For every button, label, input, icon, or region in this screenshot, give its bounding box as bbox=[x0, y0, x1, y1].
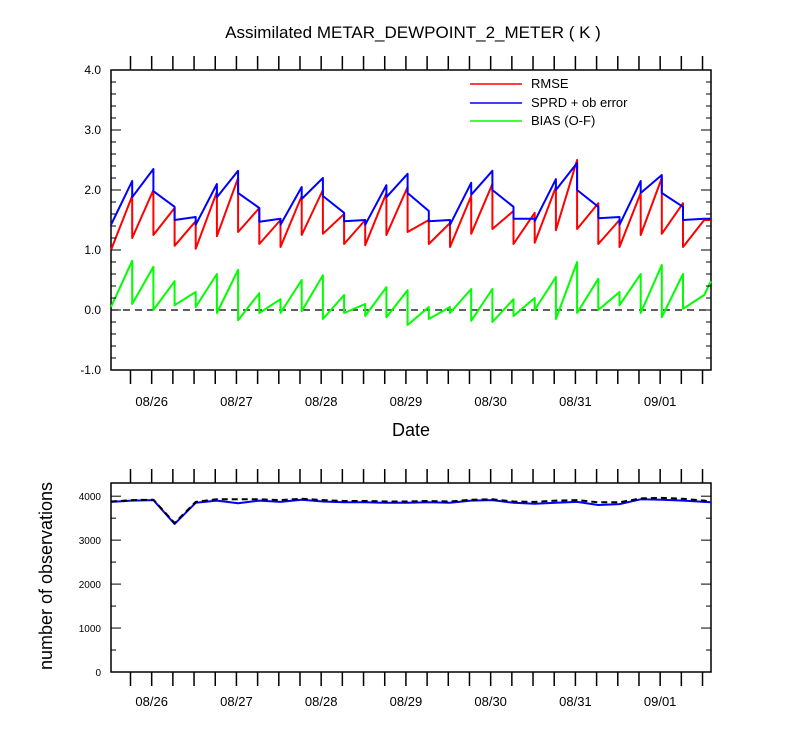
top-y-tick-label: 2.0 bbox=[84, 183, 101, 197]
top-y-tick-label: 0.0 bbox=[84, 303, 101, 317]
top-y-tick-label: 4.0 bbox=[84, 63, 101, 77]
top-x-tick-label: 08/28 bbox=[305, 394, 338, 409]
legend-label-bias: BIAS (O-F) bbox=[531, 113, 595, 128]
legend-label-rmse: RMSE bbox=[531, 76, 569, 91]
top-y-tick-label: 1.0 bbox=[84, 243, 101, 257]
bottom-chart: 0 1000 2000 3000 4000 08/26 08/27 08/28 08/29 08/… bbox=[79, 469, 712, 709]
bottom-y-tick-label: 1000 bbox=[79, 624, 102, 635]
bottom-plot-frame bbox=[110, 482, 712, 673]
top-x-tick-label: 08/29 bbox=[390, 394, 423, 409]
bottom-series-line-1 bbox=[110, 496, 712, 524]
top-x-tick-label: 08/31 bbox=[559, 394, 592, 409]
bottom-series-line-0 bbox=[110, 498, 712, 525]
top-y-tick-label: 3.0 bbox=[84, 123, 101, 137]
bottom-y-tick-label: 3000 bbox=[79, 536, 102, 547]
top-chart: -1.0 0.0 1.0 2.0 3.0 4.0 08/26 08/27 08/28 08/29 0… bbox=[80, 56, 712, 409]
bottom-x-tick-label: 08/29 bbox=[390, 694, 423, 709]
bottom-x-tick-label: 08/28 bbox=[305, 694, 338, 709]
y-axis-label-observations: number of observations bbox=[36, 482, 56, 670]
bottom-x-tick-label: 08/26 bbox=[135, 694, 168, 709]
top-series-rmse bbox=[110, 159, 711, 251]
top-x-tick-label: 09/01 bbox=[644, 394, 677, 409]
top-x-tick-label: 08/26 bbox=[135, 394, 168, 409]
x-axis-label: Date bbox=[392, 420, 430, 440]
bottom-x-tick-label: 08/30 bbox=[474, 694, 507, 709]
bottom-x-tick-label: 08/31 bbox=[559, 694, 592, 709]
bottom-y-tick-label: 0 bbox=[95, 668, 101, 679]
top-x-tick-label: 08/30 bbox=[474, 394, 507, 409]
top-x-tick-label: 08/27 bbox=[220, 394, 253, 409]
top-y-tick-label: -1.0 bbox=[80, 363, 101, 377]
bottom-y-tick-label: 2000 bbox=[79, 580, 102, 591]
legend: RMSE SPRD + ob error BIAS (O-F) bbox=[470, 76, 628, 128]
top-series-bias-o-f bbox=[110, 259, 712, 326]
bottom-x-tick-label: 08/27 bbox=[220, 694, 253, 709]
top-series-sprd-ob-error bbox=[110, 162, 711, 226]
bottom-x-tick-label: 09/01 bbox=[644, 694, 677, 709]
legend-label-sprd: SPRD + ob error bbox=[531, 95, 628, 110]
chart-title: Assimilated METAR_DEWPOINT_2_METER ( K ) bbox=[225, 23, 601, 42]
bottom-y-tick-label: 4000 bbox=[79, 492, 102, 503]
